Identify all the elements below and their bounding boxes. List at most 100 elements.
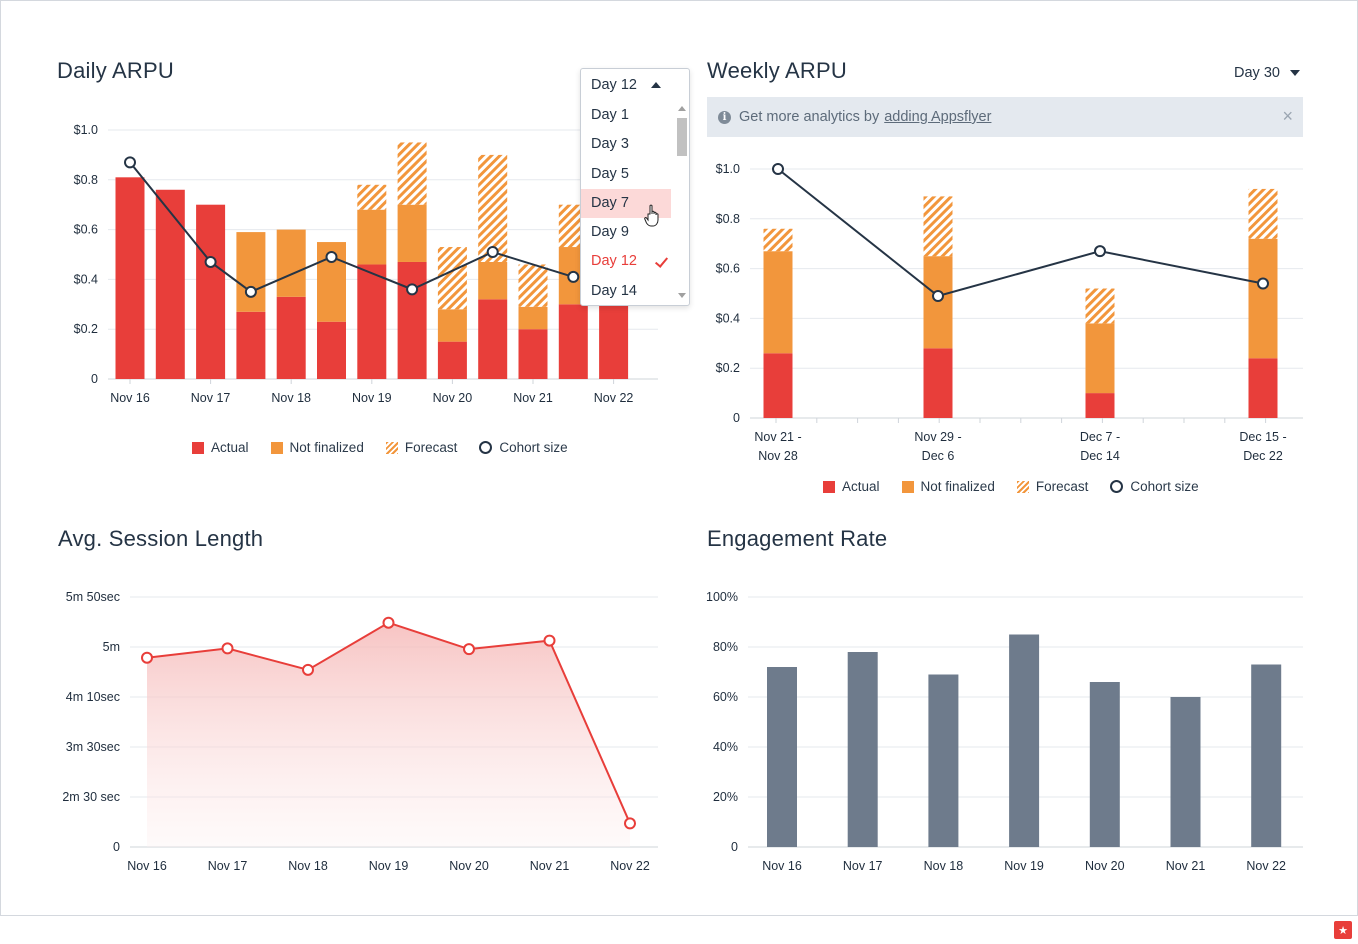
checkmark-icon xyxy=(654,254,669,269)
y-tick-label: 60% xyxy=(713,690,738,704)
bar-segment xyxy=(763,353,793,418)
x-tick-label: Dec 15 - xyxy=(1239,430,1286,444)
cohort-size-point xyxy=(772,163,784,175)
bar-segment xyxy=(923,256,953,349)
x-tick-label: Nov 18 xyxy=(288,859,328,873)
legend-actual[interactable]: Actual xyxy=(823,479,880,494)
engagement-bar xyxy=(767,667,797,847)
close-icon[interactable]: × xyxy=(1282,106,1293,126)
x-tick-label: Nov 21 xyxy=(530,859,570,873)
bar-segment xyxy=(437,341,467,379)
session-point xyxy=(463,643,475,656)
engagement-bar xyxy=(1170,697,1201,847)
bar-segment xyxy=(923,196,953,257)
dropdown-option[interactable]: Day 12 xyxy=(581,247,671,276)
bar-segment xyxy=(357,209,387,265)
x-tick-label: Nov 17 xyxy=(208,859,248,873)
cohort-size-point xyxy=(204,255,217,268)
legend-not-finalized-label: Not finalized xyxy=(920,479,995,494)
dropdown-option[interactable]: Day 9 xyxy=(591,224,629,241)
legend-not-finalized[interactable]: Not finalized xyxy=(270,440,364,455)
bar-segment xyxy=(357,264,387,379)
y-tick-label: 3m 30sec xyxy=(66,740,120,754)
legend-cohort-size-marker xyxy=(479,441,493,454)
y-tick-label: $0.8 xyxy=(716,212,740,226)
weekly-day-select-value: Day 30 xyxy=(1234,65,1280,81)
dropdown-option[interactable]: Day 3 xyxy=(591,136,629,153)
bar-segment xyxy=(437,247,467,310)
bar-segment xyxy=(196,204,226,379)
legend-not-finalized-label: Not finalized xyxy=(289,440,364,455)
y-tick-label: 0 xyxy=(113,840,120,854)
star-badge-icon[interactable]: ★ xyxy=(1334,921,1352,939)
legend-cohort-size[interactable]: Cohort size xyxy=(1110,479,1199,494)
adding-appsflyer-link[interactable]: adding Appsflyer xyxy=(884,109,992,125)
x-tick-label: Dec 7 - xyxy=(1080,430,1120,444)
scroll-up-icon[interactable] xyxy=(678,106,686,111)
engagement-rate-title: Engagement Rate xyxy=(707,526,888,551)
legend-forecast-label: Forecast xyxy=(1035,479,1089,494)
bar-segment xyxy=(357,184,387,210)
legend-forecast-swatch xyxy=(385,441,398,454)
bar-segment xyxy=(1248,358,1278,418)
bar-segment xyxy=(763,251,793,354)
legend-not-finalized[interactable]: Not finalized xyxy=(901,479,995,494)
y-tick-label: $1.0 xyxy=(716,162,740,176)
y-tick-label: 4m 10sec xyxy=(66,690,120,704)
weekly-day-select[interactable]: Day 30 xyxy=(1234,65,1300,81)
session-point xyxy=(624,817,636,830)
x-tick-label: Dec 22 xyxy=(1243,449,1283,463)
cohort-size-point xyxy=(406,283,419,296)
bar-segment xyxy=(1248,188,1278,239)
dropdown-option[interactable]: Day 7 xyxy=(581,188,671,219)
y-tick-label: 0 xyxy=(733,411,740,425)
bar-segment xyxy=(276,296,306,379)
legend-forecast[interactable]: Forecast xyxy=(1016,479,1089,494)
y-tick-label: 100% xyxy=(706,590,738,604)
legend-cohort-size[interactable]: Cohort size xyxy=(479,440,568,455)
y-tick-label: 2m 30 sec xyxy=(62,790,120,804)
legend-cohort-size-label: Cohort size xyxy=(1130,479,1199,494)
bar-segment xyxy=(478,154,508,262)
dropdown-option[interactable]: Day 14 xyxy=(591,282,637,299)
bar-segment xyxy=(276,229,306,297)
y-tick-label: $0.2 xyxy=(716,361,740,375)
x-tick-label: Nov 19 xyxy=(352,391,392,405)
session-point xyxy=(141,651,153,664)
y-tick-label: $0.2 xyxy=(74,322,98,336)
appsflyer-banner: i Get more analytics by adding Appsflyer… xyxy=(707,97,1303,137)
x-tick-label: Nov 16 xyxy=(762,859,802,873)
legend-actual-swatch xyxy=(823,480,835,493)
scroll-down-icon[interactable] xyxy=(678,293,686,298)
cohort-size-point xyxy=(244,285,257,298)
engagement-bar xyxy=(928,674,959,847)
bar-segment xyxy=(518,264,548,307)
weekly-arpu-title: Weekly ARPU xyxy=(707,58,847,83)
legend-forecast[interactable]: Forecast xyxy=(385,440,457,455)
scroll-thumb[interactable] xyxy=(677,118,687,156)
bar-segment xyxy=(518,329,548,379)
x-tick-label: Nov 29 - xyxy=(914,430,961,444)
bar-segment xyxy=(558,304,588,379)
dropdown-option[interactable]: Day 1 xyxy=(591,107,629,123)
legend-actual[interactable]: Actual xyxy=(192,440,249,455)
legend-not-finalized-swatch xyxy=(270,441,283,454)
bar-segment xyxy=(397,261,427,379)
banner-text: Get more analytics by xyxy=(739,109,880,125)
weekly-arpu-chart: 0 $0.2 $0.4 $0.6 $0.8 $1.0 Nov 21 - Nov 28 Nov 2… xyxy=(716,162,1303,463)
y-tick-label: 80% xyxy=(713,640,738,654)
daily-day-select[interactable]: Day 12 xyxy=(581,69,689,101)
x-tick-label: Dec 6 xyxy=(922,449,955,463)
legend-cohort-size-label: Cohort size xyxy=(499,440,568,455)
y-tick-label: 0 xyxy=(731,840,738,854)
x-tick-label: Nov 21 xyxy=(513,391,553,405)
cohort-size-point xyxy=(486,246,499,259)
cohort-size-point xyxy=(932,289,944,302)
x-tick-label: Nov 22 xyxy=(610,859,650,873)
dropdown-scrollbar[interactable] xyxy=(675,103,687,301)
y-tick-label: $1.0 xyxy=(74,123,98,137)
x-tick-label: Nov 16 xyxy=(127,859,167,873)
dropdown-option[interactable]: Day 5 xyxy=(591,165,629,182)
engagement-bar xyxy=(1089,682,1120,847)
x-tick-label: Nov 17 xyxy=(191,391,231,405)
